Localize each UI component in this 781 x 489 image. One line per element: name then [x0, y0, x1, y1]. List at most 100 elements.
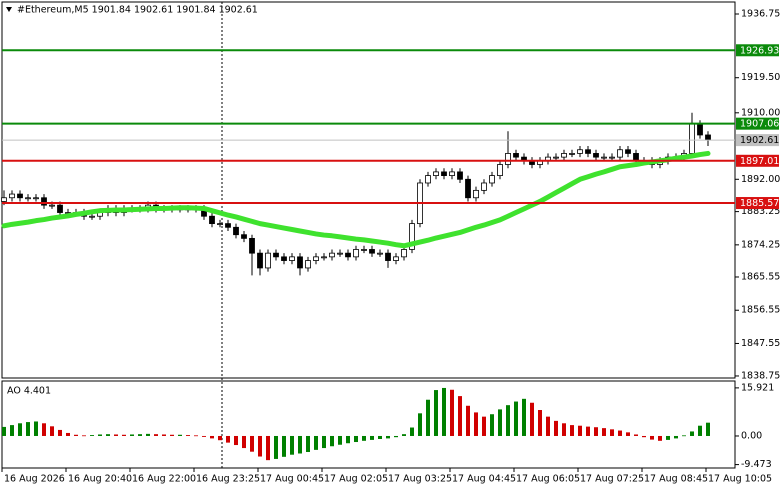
- ao-bar: [482, 416, 486, 436]
- ao-bar: [690, 431, 694, 436]
- candle-body: [697, 123, 703, 136]
- ao-bar: [274, 435, 278, 459]
- ao-bar: [338, 435, 342, 445]
- candle-body: [705, 134, 711, 141]
- ao-bar: [122, 434, 126, 436]
- candle-body: [553, 156, 559, 159]
- ao-bar: [154, 434, 158, 436]
- ao-bar: [290, 435, 294, 455]
- ao-bar: [90, 435, 94, 436]
- candle-body: [393, 256, 399, 261]
- ao-bar: [346, 435, 350, 444]
- ao-title: AO 4.401: [7, 386, 51, 397]
- ao-bar: [554, 420, 558, 436]
- candle-body: [337, 252, 343, 255]
- ao-bar: [34, 421, 38, 436]
- x-tick-label: 16 Aug 20:40: [68, 474, 132, 485]
- candle-body: [297, 256, 303, 269]
- ao-bar: [458, 396, 462, 436]
- ao-bar: [250, 435, 254, 452]
- y-tick-label: 1936.75: [741, 9, 780, 20]
- candle-body: [361, 249, 367, 251]
- ao-bar: [58, 429, 62, 436]
- ao-bar: [114, 434, 118, 436]
- title-icon: [6, 7, 12, 12]
- ao-bar: [2, 426, 6, 436]
- candle-body: [561, 153, 567, 158]
- candle-body: [489, 175, 495, 184]
- ao-bar: [314, 435, 318, 450]
- y-tick-label: 1883.25: [741, 206, 780, 217]
- candle-body: [425, 175, 431, 184]
- candle-body: [241, 234, 247, 239]
- y-tick-label: 1919.50: [741, 72, 780, 83]
- ao-bar: [98, 434, 102, 436]
- ao-bar: [370, 435, 374, 440]
- ao-bar: [490, 414, 494, 436]
- x-tick-label: 17 Aug 07:25: [580, 474, 644, 485]
- ao-bar: [602, 428, 606, 436]
- level-label: 1885.57: [740, 198, 779, 209]
- x-tick-label: 16 Aug 2026: [4, 474, 65, 485]
- ao-bar: [642, 435, 646, 438]
- candle-body: [233, 226, 239, 236]
- candle-body: [49, 204, 55, 207]
- ao-bar: [546, 416, 550, 436]
- candle-body: [473, 189, 479, 199]
- candle-body: [433, 171, 439, 176]
- candle-body: [89, 215, 95, 218]
- ao-bar: [562, 423, 566, 436]
- ao-bar: [202, 435, 206, 437]
- candle-body: [513, 153, 519, 158]
- ao-bar: [378, 435, 382, 439]
- level-label-box: [736, 154, 779, 167]
- ao-bar: [186, 435, 190, 436]
- candle-body: [401, 249, 407, 258]
- ao-bar: [626, 432, 630, 436]
- x-tick-label: 17 Aug 00:45: [260, 474, 324, 485]
- ao-bar: [226, 435, 230, 443]
- x-tick-label: 17 Aug 03:25: [388, 474, 452, 485]
- ao-bar: [386, 435, 390, 439]
- ao-bar: [162, 434, 166, 436]
- ao-bar: [506, 405, 510, 436]
- ao-bar: [146, 433, 150, 436]
- candle-body: [345, 252, 351, 258]
- y-tick-label: 1865.55: [741, 271, 780, 282]
- ao-bar: [322, 435, 326, 449]
- ao-bar: [530, 402, 534, 436]
- candle-body: [9, 193, 15, 199]
- ao-bar: [418, 413, 422, 436]
- ao-bar: [82, 435, 86, 437]
- candle-body: [289, 256, 295, 261]
- ao-bar: [650, 435, 654, 440]
- ao-bar: [242, 435, 246, 449]
- chart-title: #Ethereum,M5 1901.84 1902.61 1901.84 190…: [17, 5, 258, 16]
- candle-body: [481, 182, 487, 191]
- candle-body: [57, 204, 63, 213]
- ao-bar: [362, 435, 366, 441]
- ao-bar: [442, 387, 446, 436]
- candle-body: [209, 215, 215, 225]
- candle-body: [369, 249, 375, 254]
- y-tick-label: 15.921: [741, 382, 774, 393]
- candle-body: [569, 153, 575, 155]
- ao-bar: [594, 427, 598, 436]
- x-tick-label: 17 Aug 04:45: [452, 474, 516, 485]
- x-tick-label: 16 Aug 22:00: [132, 474, 196, 485]
- candle-body: [585, 149, 591, 154]
- candle-body: [321, 256, 327, 259]
- ao-bar: [266, 435, 270, 461]
- candle-body: [409, 223, 415, 250]
- candle-body: [329, 252, 335, 258]
- level-label: 1897.01: [740, 156, 779, 167]
- ao-bar: [10, 425, 14, 436]
- candle-body: [273, 252, 279, 258]
- ao-bar: [538, 410, 542, 436]
- ao-bar: [130, 434, 134, 436]
- x-tick-label: 17 Aug 02:05: [324, 474, 388, 485]
- candle-body: [505, 153, 511, 165]
- candle-body: [593, 153, 599, 158]
